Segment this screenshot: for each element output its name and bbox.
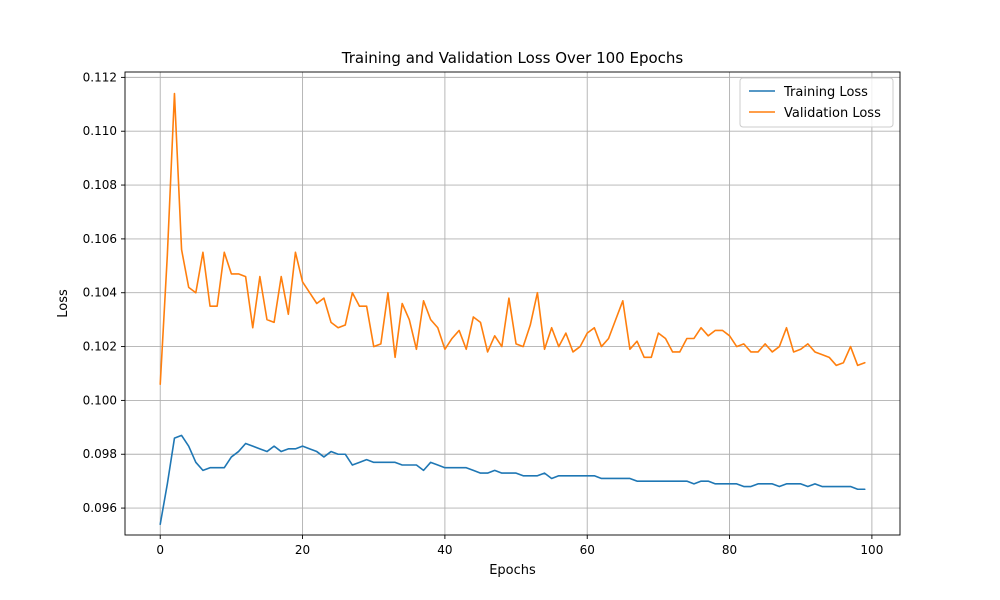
- x-tick-label: 80: [722, 543, 737, 557]
- y-tick-label: 0.106: [83, 232, 117, 246]
- legend: Training Loss Validation Loss: [739, 77, 894, 128]
- x-axis-label: Epochs: [489, 563, 536, 578]
- y-tick-label: 0.102: [83, 340, 117, 354]
- series-lines: [159, 92, 866, 526]
- y-tick-label: 0.108: [83, 178, 117, 192]
- training-loss-line: [159, 434, 866, 526]
- legend-label-validation: Validation Loss: [784, 106, 881, 121]
- x-tick-label: 100: [860, 543, 883, 557]
- y-tick-label: 0.096: [83, 501, 117, 515]
- x-tick-label: 40: [437, 543, 452, 557]
- y-tick-label: 0.098: [83, 447, 117, 461]
- legend-box: [739, 77, 894, 128]
- validation-loss-line: [159, 92, 866, 386]
- legend-label-training: Training Loss: [783, 85, 868, 100]
- y-axis-ticks: 0.096 0.098 0.100 0.102 0.104 0.106 0.108 0.110…: [83, 70, 125, 515]
- x-axis-ticks: 0 20 40 60 80 100: [156, 535, 883, 557]
- y-tick-label: 0.110: [83, 124, 117, 138]
- plot-frame: [124, 71, 901, 536]
- x-tick-label: 20: [295, 543, 310, 557]
- y-axis-label: Loss: [56, 289, 71, 318]
- chart-title: Training and Validation Loss Over 100 Ep…: [341, 49, 684, 67]
- x-tick-label: 60: [580, 543, 595, 557]
- y-tick-label: 0.104: [83, 286, 117, 300]
- y-tick-label: 0.112: [83, 70, 117, 84]
- y-tick-label: 0.100: [83, 393, 117, 407]
- grid: [125, 72, 900, 535]
- x-tick-label: 0: [156, 543, 164, 557]
